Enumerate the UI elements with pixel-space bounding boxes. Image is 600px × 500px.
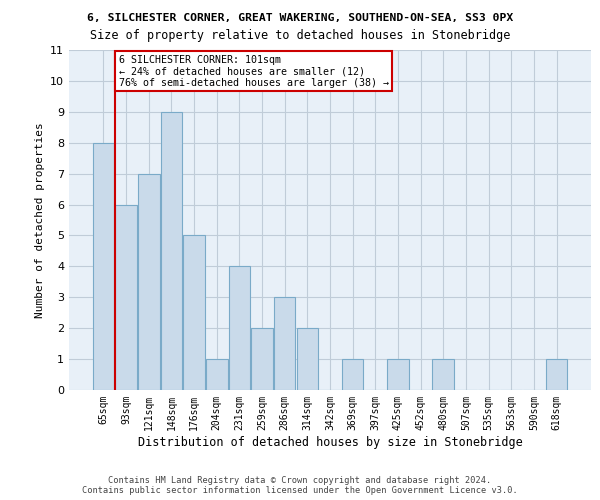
Text: 6, SILCHESTER CORNER, GREAT WAKERING, SOUTHEND-ON-SEA, SS3 0PX: 6, SILCHESTER CORNER, GREAT WAKERING, SO… <box>87 12 513 22</box>
Bar <box>161 112 182 390</box>
Bar <box>115 204 137 390</box>
Bar <box>433 359 454 390</box>
Bar <box>206 359 227 390</box>
Bar <box>296 328 318 390</box>
Bar <box>274 298 295 390</box>
Bar <box>93 142 114 390</box>
Text: 6 SILCHESTER CORNER: 101sqm
← 24% of detached houses are smaller (12)
76% of sem: 6 SILCHESTER CORNER: 101sqm ← 24% of det… <box>119 54 389 88</box>
Bar <box>387 359 409 390</box>
Bar <box>342 359 364 390</box>
Text: Size of property relative to detached houses in Stonebridge: Size of property relative to detached ho… <box>90 29 510 42</box>
Bar <box>251 328 273 390</box>
Text: Contains HM Land Registry data © Crown copyright and database right 2024.
Contai: Contains HM Land Registry data © Crown c… <box>82 476 518 495</box>
Bar <box>184 236 205 390</box>
Y-axis label: Number of detached properties: Number of detached properties <box>35 122 44 318</box>
Bar <box>546 359 567 390</box>
Bar <box>138 174 160 390</box>
Bar <box>229 266 250 390</box>
X-axis label: Distribution of detached houses by size in Stonebridge: Distribution of detached houses by size … <box>137 436 523 448</box>
